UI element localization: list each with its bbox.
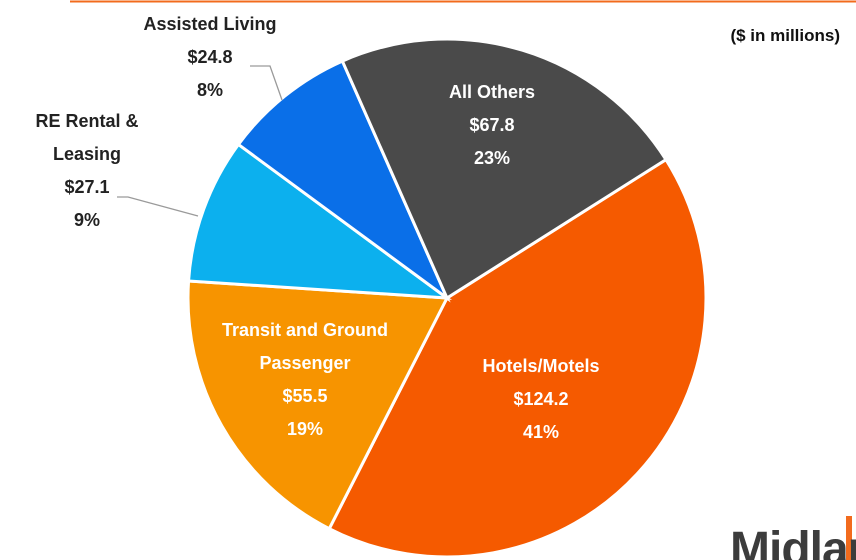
percent-label: 8% — [196, 80, 223, 100]
pie-slice — [186, 279, 450, 531]
logo: Midland — [730, 523, 856, 560]
slice-label: All Others $67.8 23% — [392, 76, 592, 175]
leader-line — [117, 196, 199, 217]
pie — [186, 37, 708, 559]
value-label: $67.8 — [469, 115, 515, 135]
slice-label: Transit and Ground Passenger $55.5 19% — [195, 314, 415, 446]
value-label: $124.2 — [513, 389, 569, 409]
pie-slice — [236, 59, 451, 303]
slice-label: RE Rental & Leasing $27.1 9% — [12, 105, 162, 237]
category-label: Transit and Ground Passenger — [221, 320, 388, 373]
pie-slice — [340, 37, 668, 301]
slice-label: Assisted Living $24.8 8% — [110, 8, 310, 107]
category-label: All Others — [448, 82, 536, 102]
leader-line — [250, 65, 283, 101]
pie-slice — [186, 142, 453, 300]
value-label: $55.5 — [282, 386, 328, 406]
pie-slice — [327, 157, 708, 559]
percent-label: 41% — [522, 422, 560, 442]
value-label: $27.1 — [64, 177, 110, 197]
logo-bar — [846, 516, 852, 560]
category-label: Hotels/Motels — [482, 356, 600, 376]
slice-label: Hotels/Motels $124.2 41% — [441, 350, 641, 449]
percent-label: 23% — [473, 148, 511, 168]
category-label: RE Rental & Leasing — [35, 111, 139, 164]
subtitle: ($ in millions) — [730, 26, 840, 45]
category-label: Assisted Living — [143, 14, 277, 34]
value-label: $24.8 — [187, 47, 233, 67]
percent-label: 9% — [73, 210, 100, 230]
percent-label: 19% — [286, 419, 324, 439]
